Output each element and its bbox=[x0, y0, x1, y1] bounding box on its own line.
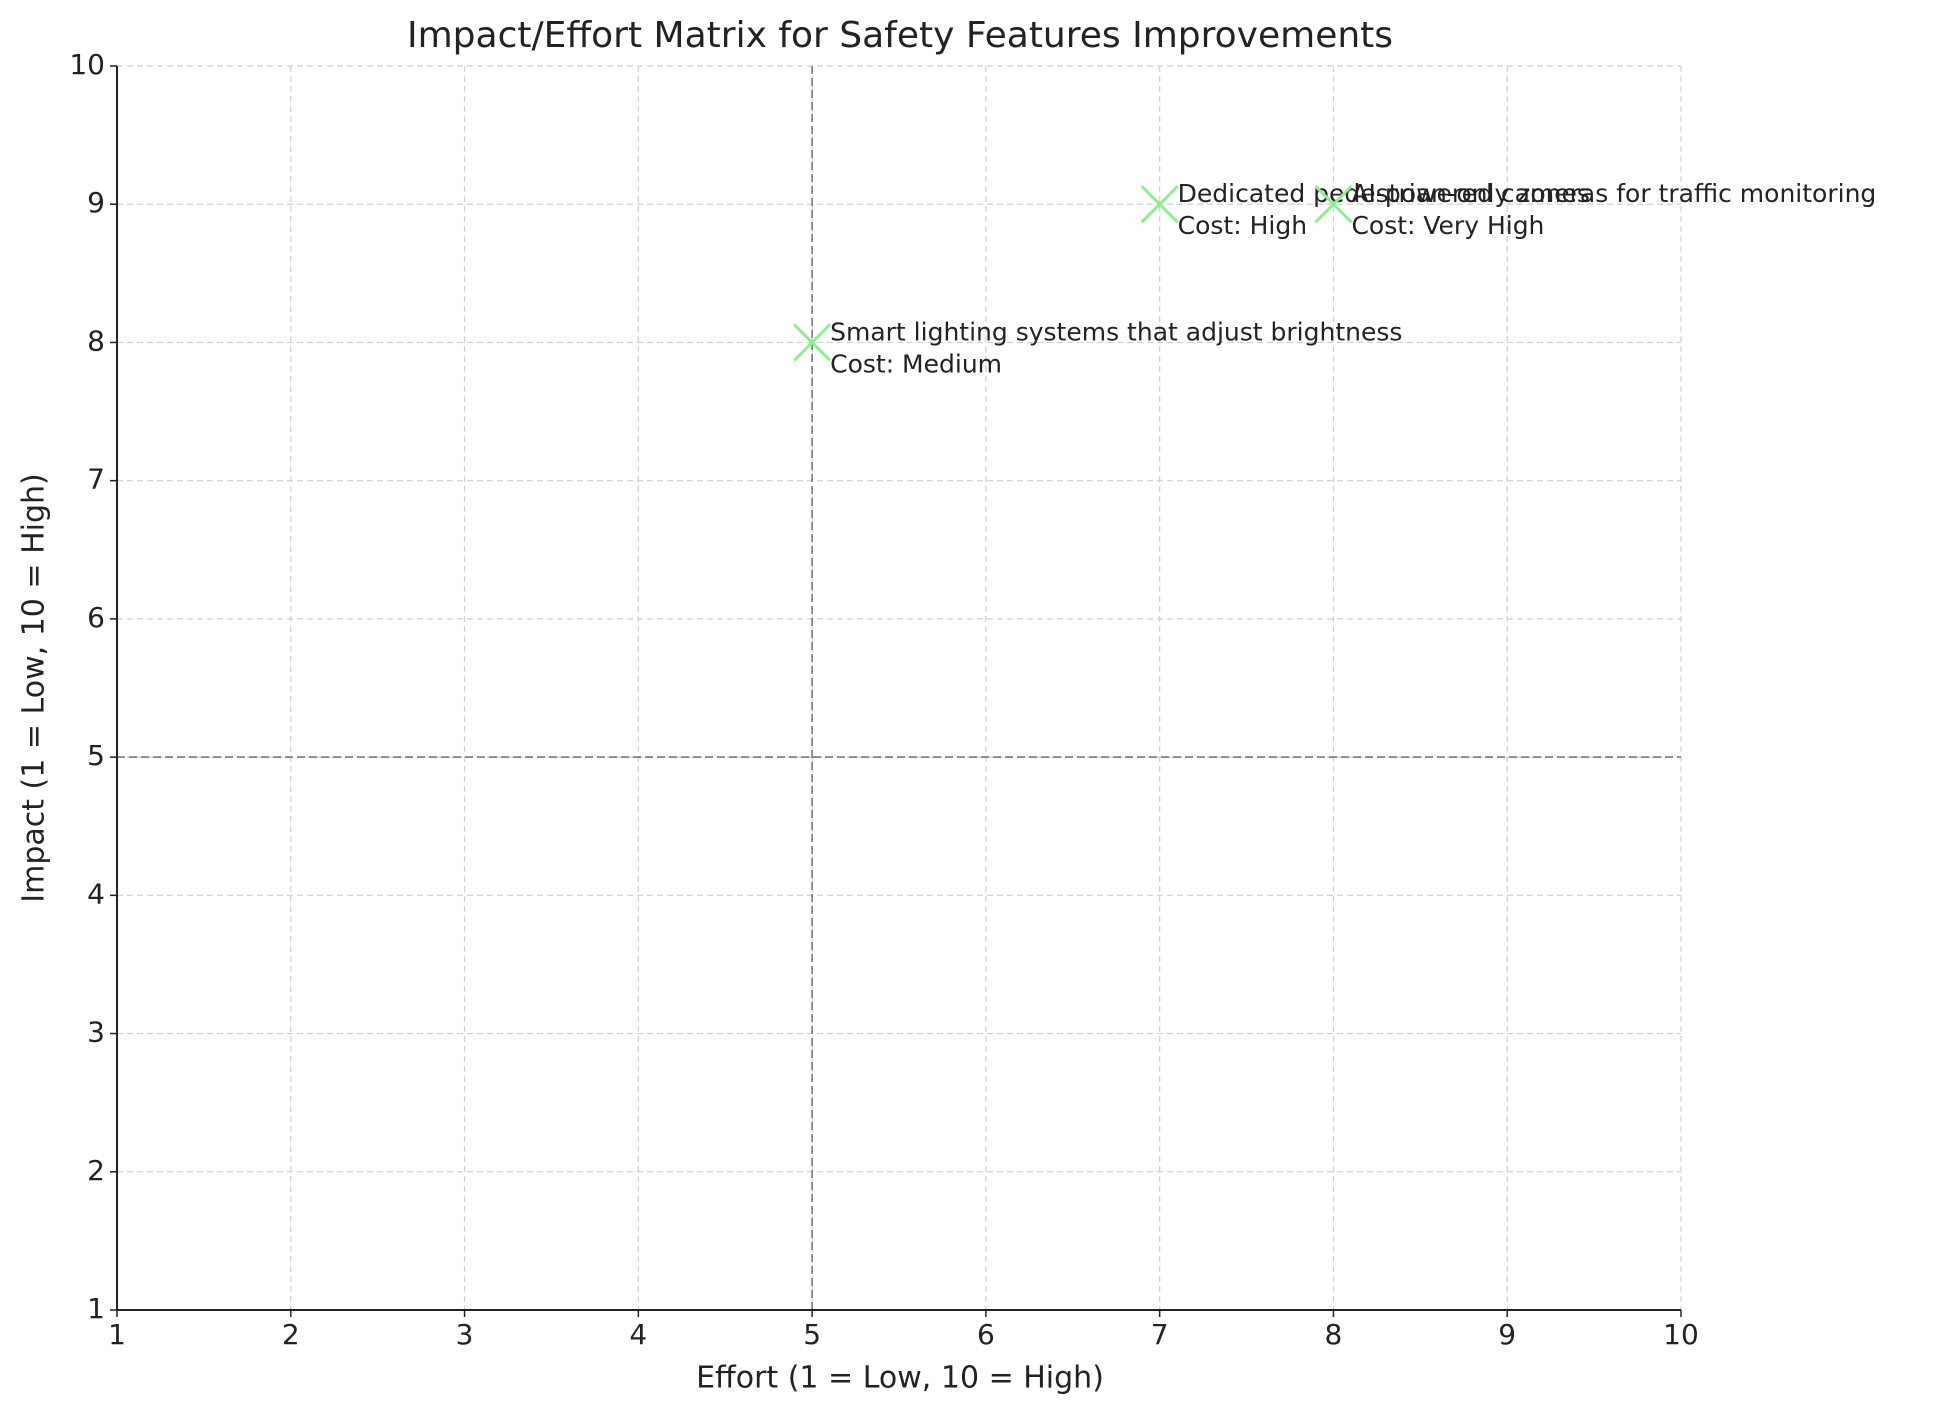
x-tick-label: 5 bbox=[803, 1318, 821, 1351]
y-tick-label: 10 bbox=[69, 48, 105, 81]
point-marker bbox=[793, 323, 832, 362]
x-tick-label: 10 bbox=[1663, 1318, 1699, 1351]
x-axis-label: Effort (1 = Low, 10 = High) bbox=[696, 1361, 1104, 1396]
y-axis-label: Impact (1 = Low, 10 = High) bbox=[17, 473, 52, 902]
x-tick-label: 8 bbox=[1325, 1318, 1343, 1351]
x-tick-label: 6 bbox=[977, 1318, 995, 1351]
point-marker bbox=[1140, 185, 1179, 224]
x-tick-label: 9 bbox=[1498, 1318, 1516, 1351]
x-tick-label: 4 bbox=[629, 1318, 647, 1351]
y-tick-label: 9 bbox=[87, 186, 105, 219]
y-tick-label: 8 bbox=[87, 324, 105, 357]
point-label: Smart lighting systems that adjust brigh… bbox=[830, 317, 1402, 346]
y-tick-label: 3 bbox=[87, 1016, 105, 1049]
y-tick-label: 4 bbox=[87, 877, 105, 910]
y-tick-label: 1 bbox=[87, 1292, 105, 1325]
y-tick-label: 7 bbox=[87, 463, 105, 496]
point-label: AI-powered cameras for traffic monitorin… bbox=[1351, 179, 1876, 208]
point-cost: Cost: Very High bbox=[1351, 211, 1544, 240]
y-tick-label: 2 bbox=[87, 1154, 105, 1187]
y-tick-label: 5 bbox=[87, 739, 105, 772]
point-cost: Cost: High bbox=[1178, 211, 1307, 240]
point-label: Dedicated pedestrian-only zones bbox=[1178, 179, 1590, 208]
chart-title: Impact/Effort Matrix for Safety Features… bbox=[407, 15, 1393, 56]
y-tick-label: 6 bbox=[87, 601, 105, 634]
x-tick-label: 2 bbox=[282, 1318, 300, 1351]
x-tick-label: 3 bbox=[456, 1318, 474, 1351]
x-tick-label: 1 bbox=[108, 1318, 126, 1351]
point-marker bbox=[1314, 185, 1353, 224]
x-tick-label: 7 bbox=[1151, 1318, 1169, 1351]
point-cost: Cost: Medium bbox=[830, 349, 1002, 378]
